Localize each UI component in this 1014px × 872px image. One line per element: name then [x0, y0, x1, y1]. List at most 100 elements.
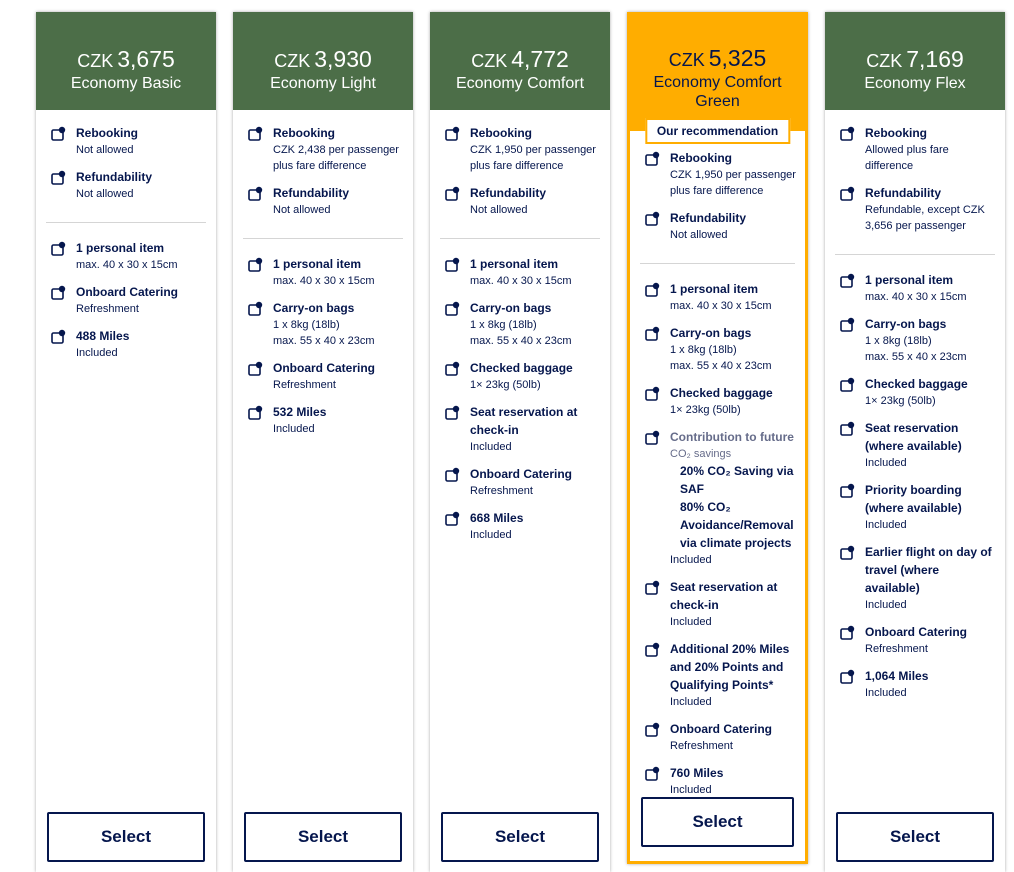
feature-icon	[645, 722, 660, 737]
feature-icon	[645, 151, 660, 166]
feature-title: Refundability	[865, 186, 942, 200]
feature-title: Contribution to future	[670, 430, 794, 444]
select-button[interactable]: Select	[641, 797, 794, 847]
fare-price: CZK 5,325	[630, 45, 805, 73]
feature-detail: max. 40 x 30 x 15cm	[76, 259, 178, 271]
feature-detail: 1× 23kg (50lb)	[865, 395, 936, 407]
feature-item: 20% CO₂ Saving via SAF	[680, 464, 794, 496]
feature-icon	[840, 669, 855, 684]
feature-detail: 1 x 8kg (18lb)	[273, 319, 340, 331]
feature-title: Onboard Catering	[470, 467, 573, 481]
feature-title: 1 personal item	[670, 282, 759, 296]
feature-title: Carry-on bags	[273, 301, 355, 315]
feature: Rebooking CZK 2,438 per passenger plus fa…	[243, 124, 403, 174]
feature-detail: max. 55 x 40 x 23cm	[273, 335, 375, 347]
feature-detail: Included	[76, 347, 118, 359]
feature: Rebooking CZK 1,950 per passenger plus fa…	[440, 124, 600, 174]
currency: CZK	[471, 51, 508, 71]
feature-detail: 1 x 8kg (18lb)	[670, 344, 737, 356]
feature: Earlier flight on day of travel (where a…	[835, 543, 995, 613]
feature-icon	[248, 301, 263, 316]
feature-detail: max. 55 x 40 x 23cm	[670, 360, 772, 372]
feature-title: Refundability	[76, 170, 153, 184]
feature-group: Rebooking Not allowed Refundability Not all…	[46, 124, 206, 220]
feature: Carry-on bags 1 x 8kg (18lb) max. 55 x 40 …	[440, 299, 600, 349]
feature-title: Onboard Catering	[76, 285, 179, 299]
feature-group: Rebooking CZK 1,950 per passenger plus fa…	[440, 124, 600, 236]
feature-detail: 1 x 8kg (18lb)	[865, 335, 932, 347]
feature-detail: Refreshment	[76, 303, 139, 315]
feature: 488 Miles Included	[46, 327, 206, 361]
feature-detail: Refundable, except CZK 3,656 per passeng…	[865, 204, 985, 232]
select-button[interactable]: Select	[47, 812, 205, 862]
divider	[640, 263, 795, 264]
feature-title: Rebooking	[470, 126, 532, 140]
feature-icon	[645, 642, 660, 657]
feature-group: 1 personal item max. 40 x 30 x 15cm Carry-…	[835, 271, 995, 719]
feature-group: Rebooking CZK 2,438 per passenger plus fa…	[243, 124, 403, 236]
feature: Checked baggage 1× 23kg (50lb)	[835, 375, 995, 409]
feature: 760 Miles Included	[640, 764, 795, 798]
divider	[835, 254, 995, 255]
feature-title: Refundability	[670, 211, 747, 225]
feature-title: Rebooking	[865, 126, 927, 140]
feature: Rebooking CZK 1,950 per passenger plus fa…	[640, 149, 796, 199]
feature-icon	[445, 361, 460, 376]
feature-detail: Included	[670, 696, 712, 708]
feature-detail: Included	[670, 784, 712, 796]
select-button[interactable]: Select	[836, 812, 994, 862]
feature-title: Seat reservation at check-in	[470, 405, 578, 437]
feature-icon	[51, 329, 66, 344]
fare-name: Economy Flex	[864, 75, 966, 92]
feature: Refundability Not allowed	[640, 209, 795, 243]
fare-name: Economy Basic	[70, 75, 182, 92]
feature: 1 personal item max. 40 x 30 x 15cm	[440, 255, 600, 289]
feature-detail: 1× 23kg (50lb)	[470, 379, 541, 391]
feature-title: 488 Miles	[76, 329, 130, 343]
feature: Contribution to future CO₂ savings 20% CO₂…	[640, 428, 795, 568]
select-button[interactable]: Select	[244, 812, 402, 862]
price-amount: 3,930	[314, 46, 372, 72]
feature-group: 1 personal item max. 40 x 30 x 15cm Carry-…	[440, 255, 600, 561]
feature-detail: 1× 23kg (50lb)	[670, 404, 741, 416]
feature: Checked baggage 1× 23kg (50lb)	[640, 384, 795, 418]
feature-title: 668 Miles	[470, 511, 524, 525]
currency: CZK	[274, 51, 311, 71]
feature: Priority boarding (where available) Inclu…	[835, 481, 995, 533]
feature: Refundability Refundable, except CZK 3,65…	[835, 184, 995, 234]
feature-detail: Included	[670, 616, 712, 628]
feature-icon	[840, 625, 855, 640]
fare-header: CZK 7,169 Economy Flex	[825, 12, 1005, 110]
feature-title: Rebooking	[76, 126, 138, 140]
fare-features: Rebooking Allowed plus fare difference Ref…	[825, 110, 1005, 719]
feature-detail: Not allowed	[76, 188, 134, 200]
feature: Refundability Not allowed	[440, 184, 600, 218]
feature-icon	[51, 170, 66, 185]
feature-detail: Included	[865, 687, 907, 699]
feature-detail: Included	[470, 441, 512, 453]
feature: Carry-on bags 1 x 8kg (18lb) max. 55 x 40 …	[243, 299, 403, 349]
feature-icon	[248, 126, 263, 141]
fare-price: CZK 4,772	[430, 46, 610, 74]
feature-group: 1 personal item max. 40 x 30 x 15cm Carry-…	[640, 280, 795, 816]
feature-title: 1,064 Miles	[865, 669, 929, 683]
feature: Onboard Catering Refreshment	[440, 465, 600, 499]
feature: Rebooking Allowed plus fare difference	[835, 124, 995, 174]
feature-icon	[445, 186, 460, 201]
feature-title: Onboard Catering	[670, 722, 773, 736]
feature-title: Refundability	[470, 186, 547, 200]
feature: 532 Miles Included	[243, 403, 403, 437]
feature-icon	[445, 405, 460, 420]
feature-icon	[445, 126, 460, 141]
feature-group: Rebooking CZK 1,950 per passenger plus fa…	[640, 149, 796, 261]
fare-name: Economy Comfort Green	[653, 74, 782, 110]
select-button[interactable]: Select	[441, 812, 599, 862]
feature-detail: max. 40 x 30 x 15cm	[273, 275, 375, 287]
feature-title: Seat reservation at check-in	[670, 580, 778, 612]
feature-title: 532 Miles	[273, 405, 327, 419]
fare-header: CZK 3,930 Economy Light	[233, 12, 413, 110]
feature-detail: Included	[865, 599, 907, 611]
feature-subtitle: CO₂ savings	[670, 448, 732, 460]
feature: Onboard Catering Refreshment	[640, 720, 795, 754]
feature-detail: Allowed plus fare difference	[865, 144, 949, 172]
